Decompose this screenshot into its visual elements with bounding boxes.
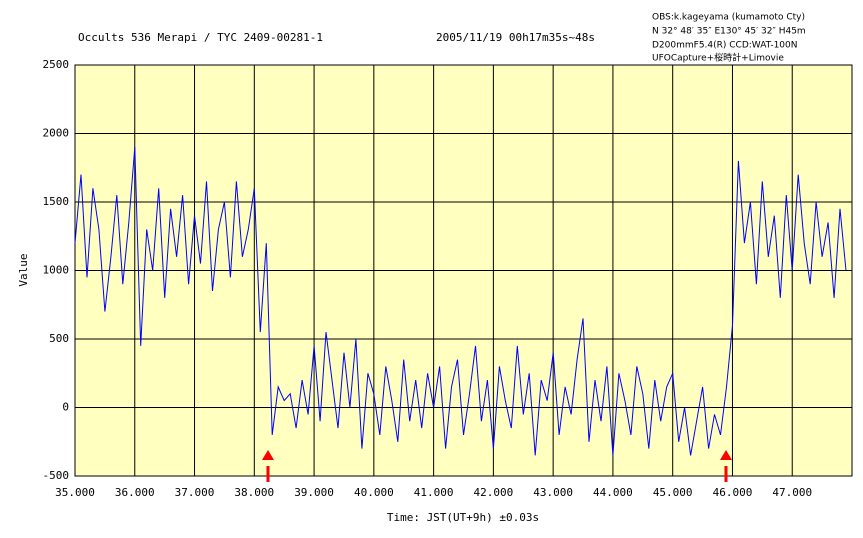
annotation: OBS:k.kageyama (kumamoto Cty)	[652, 13, 805, 23]
x-tick-label: 45.000	[653, 486, 693, 499]
x-tick-label: 35.000	[55, 486, 95, 499]
chart-subtitle: 2005/11/19 00h17m35s~48s	[436, 31, 595, 44]
x-tick-label: 44.000	[593, 486, 633, 499]
y-tick-label: 500	[49, 332, 69, 345]
y-tick-label: 1500	[43, 195, 70, 208]
annotation: N 32° 48′ 35″ E130° 45′ 32″ H45m	[652, 27, 806, 37]
arrow-head	[262, 450, 274, 460]
x-tick-label: 43.000	[533, 486, 573, 499]
x-tick-label: 36.000	[115, 486, 155, 499]
y-tick-label: 0	[62, 401, 69, 414]
y-tick-label: -500	[43, 469, 70, 482]
x-axis-label: Time: JST(UT+9h) ±0.03s	[387, 511, 539, 524]
y-axis-label: Value	[17, 253, 30, 286]
x-tick-label: 39.000	[294, 486, 334, 499]
x-tick-label: 42.000	[474, 486, 514, 499]
annotation: D200mmF5.4(R) CCD:WAT-100N	[652, 41, 798, 51]
x-tick-label: 37.000	[175, 486, 215, 499]
annotation: UFOCapture+桜時計+Limovie	[652, 52, 784, 64]
x-tick-label: 38.000	[234, 486, 274, 499]
data-line	[74, 147, 847, 456]
x-tick-label: 41.000	[414, 486, 454, 499]
y-tick-label: 2000	[43, 127, 70, 140]
arrow-head	[720, 450, 732, 460]
x-tick-label: 40.000	[354, 486, 394, 499]
x-tick-label: 47.000	[772, 486, 812, 499]
y-tick-label: 1000	[43, 264, 70, 277]
y-tick-label: 2500	[43, 58, 70, 71]
x-tick-label: 46.000	[713, 486, 753, 499]
chart-title: Occults 536 Merapi / TYC 2409-00281-1	[78, 31, 323, 44]
